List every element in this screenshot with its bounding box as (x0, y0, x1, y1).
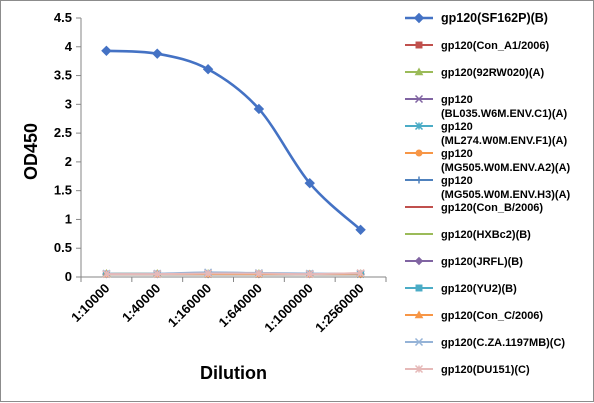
legend-label: gp120(JRFL)(B) (441, 256, 523, 268)
legend-label: (BL035.W6M.ENV.C1)(A) (441, 108, 567, 120)
data-point (253, 103, 265, 115)
data-point (101, 45, 112, 57)
y-axis-title: OD450 (21, 123, 41, 180)
y-tick-label: 4.5 (54, 10, 72, 25)
data-point (152, 48, 163, 59)
legend-label: gp120(Con_B/2006) (441, 202, 543, 214)
legend-label: gp120(92RW020)(A) (441, 67, 544, 79)
legend-label: gp120 (441, 175, 473, 187)
legend-item: gp120(HXBc2)(B) (405, 229, 531, 241)
legend-marker (415, 284, 423, 292)
legend-label: (MG505.W0M.ENV.A2)(A) (441, 162, 571, 174)
x-tick-label: 1:2560000 (312, 281, 367, 336)
legend: gp120(SF162P)(B)gp120(Con_A1/2006)gp120(… (405, 11, 571, 376)
legend-item: gp120 (BL035.W6M.ENV.C1)(A) (405, 94, 567, 120)
x-tick-label: 1:10000 (68, 281, 112, 325)
legend-label: (ML274.W0M.ENV.F1)(A) (441, 135, 567, 147)
series-lines (101, 45, 366, 279)
series-line (106, 49, 362, 231)
legend-marker (414, 67, 424, 76)
x-tick-label: 1:640000 (216, 281, 265, 330)
data-point (305, 270, 314, 279)
legend-label: gp120(Con_C/2006) (441, 310, 543, 322)
data-point (254, 269, 263, 278)
legend-marker (414, 310, 424, 319)
legend-item: gp120 (MG505.W0M.ENV.A2)(A) (405, 148, 571, 174)
data-point (102, 270, 111, 279)
axes (76, 17, 387, 282)
data-point (304, 177, 315, 189)
series-13 (102, 268, 365, 279)
data-point (153, 270, 162, 279)
legend-item: gp120 (ML274.W0M.ENV.F1)(A) (405, 121, 567, 147)
legend-label: gp120(SF162P)(B) (441, 11, 548, 25)
legend-label: gp120(HXBc2)(B) (441, 229, 531, 241)
y-tick-label: 3.5 (54, 68, 72, 83)
y-tick-label: 2 (65, 154, 72, 169)
y-tick-label: 0.5 (54, 240, 72, 255)
legend-marker (413, 12, 425, 24)
y-tick-label: 1.5 (54, 183, 72, 198)
legend-label: gp120 (441, 121, 473, 133)
data-point (202, 64, 214, 75)
legend-item: gp120 (MG505.W0M.ENV.H3)(A) (405, 175, 571, 201)
legend-item: gp120(DU151)(C) (405, 364, 530, 376)
y-tick-label: 3 (65, 96, 72, 111)
x-axis-title: Dilution (200, 363, 267, 383)
y-tick-label: 0 (65, 269, 72, 284)
legend-item: gp120(SF162P)(B) (405, 11, 548, 25)
legend-marker (415, 149, 423, 157)
legend-marker (414, 337, 424, 347)
tick-labels: 0 0.5 1 1.5 2 2.5 3 3.5 4 4.5 1:10000 1:40000 1:1600… (54, 10, 367, 335)
y-tick-label: 4 (65, 39, 73, 54)
legend-marker (415, 176, 423, 184)
x-tick-label: 1:1000000 (261, 281, 316, 336)
data-point (356, 268, 365, 278)
legend-marker (414, 121, 424, 131)
legend-item: gp120(JRFL)(B) (405, 256, 523, 268)
data-point (204, 269, 213, 278)
legend-marker (415, 41, 423, 49)
series-0 (101, 45, 366, 236)
legend-label: gp120 (441, 148, 473, 160)
legend-label: gp120(C.ZA.1197MB)(C) (441, 337, 565, 349)
x-tick-label: 1:160000 (165, 281, 214, 330)
legend-marker (414, 256, 424, 266)
legend-marker (414, 94, 424, 104)
x-tick-label: 1:40000 (119, 281, 163, 325)
legend-item: gp120(92RW020)(A) (405, 67, 544, 79)
legend-label: gp120(DU151)(C) (441, 364, 530, 376)
legend-item: gp120(Con_A1/2006) (405, 40, 550, 52)
legend-label: gp120 (441, 94, 473, 106)
legend-label: (MG505.W0M.ENV.H3)(A) (441, 189, 571, 201)
y-tick-label: 1 (65, 211, 72, 226)
legend-item: gp120(Con_C/2006) (405, 310, 543, 322)
legend-label: gp120(Con_A1/2006) (441, 40, 550, 52)
legend-marker (414, 364, 424, 374)
series-line (106, 271, 361, 276)
legend-label: gp120(YU2)(B) (441, 283, 517, 295)
legend-item: gp120(Con_B/2006) (405, 202, 543, 214)
y-tick-label: 2.5 (54, 125, 72, 140)
data-point (355, 224, 366, 236)
legend-item: gp120(YU2)(B) (405, 283, 517, 295)
legend-item: gp120(C.ZA.1197MB)(C) (405, 337, 565, 349)
